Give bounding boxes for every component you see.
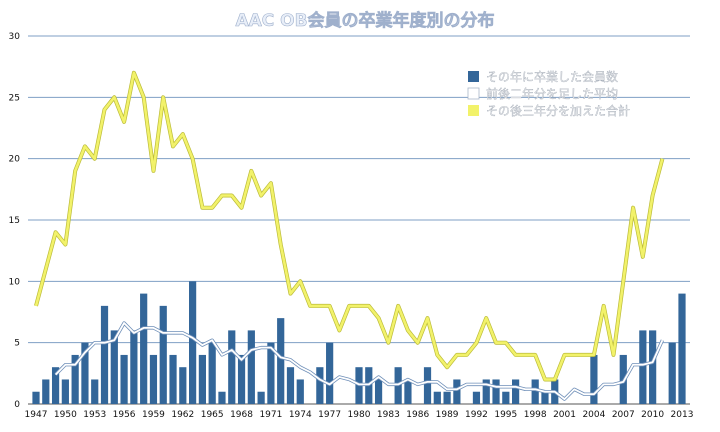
x-tick-label: 1989	[436, 410, 459, 420]
x-tick-label: 1962	[171, 410, 194, 420]
legend-label: その年に卒業した会員数	[486, 69, 618, 84]
bar	[81, 342, 89, 404]
x-tick-label: 2013	[671, 410, 694, 420]
legend-swatch	[467, 87, 480, 100]
x-tick-label: 1992	[465, 410, 488, 420]
grid	[28, 35, 690, 405]
x-tick-label: 1983	[377, 410, 400, 420]
bar	[678, 293, 686, 404]
x-tick-label: 1968	[230, 410, 253, 420]
x-tick-label: 1959	[142, 410, 165, 420]
y-tick-label: 25	[9, 93, 20, 103]
bar	[61, 379, 69, 404]
x-tick-label: 1956	[113, 410, 136, 420]
y-tick-label: 0	[14, 400, 20, 410]
bar	[218, 391, 226, 404]
bar	[100, 305, 109, 404]
x-tick-label: 1965	[201, 410, 224, 420]
bar	[189, 281, 197, 404]
bar	[277, 318, 285, 404]
y-tick-label: 10	[9, 277, 21, 287]
bar	[42, 379, 50, 404]
bar	[149, 354, 158, 404]
bar	[531, 379, 539, 404]
y-tick-label: 15	[9, 216, 20, 226]
x-tick-label: 1950	[54, 410, 77, 420]
bar	[247, 330, 255, 404]
y-tick-label: 20	[9, 155, 21, 165]
x-tick-label: 1998	[524, 410, 547, 420]
x-tick-label: 1974	[289, 410, 312, 420]
series-line	[34, 71, 664, 381]
bar	[110, 330, 118, 404]
bar	[257, 391, 265, 404]
x-tick-label: 2010	[641, 410, 664, 420]
bar	[433, 391, 441, 404]
bar	[423, 367, 432, 404]
bar	[51, 367, 60, 404]
line-series	[34, 70, 665, 401]
x-tick-label: 1971	[259, 410, 282, 420]
bar	[159, 305, 167, 404]
bar	[512, 379, 520, 404]
bar	[228, 330, 236, 404]
y-tick-label: 5	[14, 339, 20, 349]
x-tick-label: 1953	[83, 410, 106, 420]
x-tick-label: 1995	[494, 410, 517, 420]
bar	[502, 391, 510, 404]
x-tick-label: 2001	[553, 410, 576, 420]
bar	[453, 379, 461, 404]
series-line-outline	[34, 70, 665, 382]
x-tick-label: 2007	[612, 410, 635, 420]
chart-title: AAC OB会員の卒業年度別の分布	[235, 10, 494, 31]
bar	[130, 330, 138, 404]
bar	[492, 379, 500, 404]
bar	[404, 379, 412, 404]
bar	[590, 354, 598, 404]
bar	[649, 330, 657, 404]
bar	[443, 391, 451, 404]
bar	[286, 367, 295, 404]
bar	[482, 379, 490, 404]
legend-label: 前後二年分を足した平均	[486, 86, 618, 101]
bar	[639, 330, 647, 404]
legend-swatch	[468, 105, 479, 116]
bar	[208, 342, 216, 404]
bar	[120, 354, 128, 404]
x-tick-label: 1977	[318, 410, 341, 420]
bar	[140, 293, 148, 404]
x-axis: 1947 1950 1953 1956 1959 1962 1965 1968 1971 1974…	[25, 410, 694, 420]
x-tick-label: 1980	[348, 410, 371, 420]
bar	[169, 354, 177, 404]
bar	[326, 342, 334, 404]
bar	[668, 342, 676, 404]
bar	[32, 391, 40, 404]
x-tick-label: 1947	[25, 410, 48, 420]
y-axis: 0 5 10 15 20 25 30	[9, 32, 21, 410]
bar	[237, 354, 246, 404]
bar	[472, 391, 481, 404]
bar	[198, 354, 206, 404]
legend-label: その後三年分を加えた合計	[486, 103, 630, 118]
series-line	[54, 322, 664, 400]
x-tick-label: 1986	[406, 410, 429, 420]
bar	[91, 379, 99, 404]
bar	[296, 379, 304, 404]
x-tick-label: 2004	[582, 410, 605, 420]
legend-swatch	[468, 71, 479, 82]
bar	[267, 342, 275, 404]
bar	[179, 367, 187, 404]
bar	[374, 379, 383, 404]
bar	[316, 367, 324, 404]
y-tick-label: 30	[9, 32, 21, 42]
bar	[541, 391, 549, 404]
bar	[71, 354, 79, 404]
